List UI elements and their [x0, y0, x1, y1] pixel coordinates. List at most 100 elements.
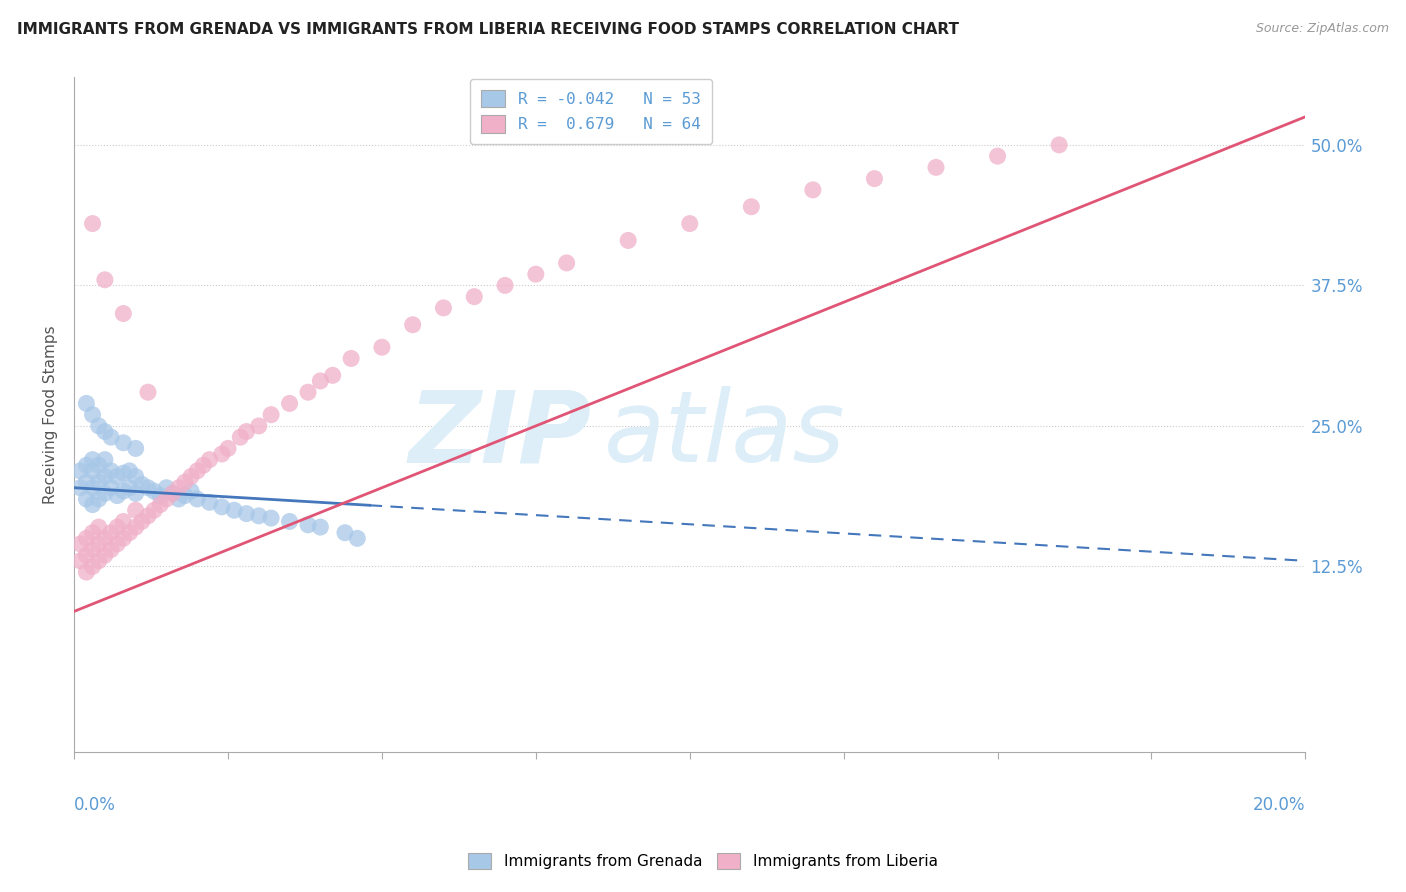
Point	[149, 498, 172, 512]
Point	[801, 183, 824, 197]
Text: atlas: atlas	[603, 386, 845, 483]
Y-axis label: Receiving Food Stamps: Receiving Food Stamps	[44, 326, 58, 504]
Point	[112, 306, 135, 320]
Point	[260, 408, 283, 422]
Point	[180, 484, 202, 499]
Point	[105, 520, 128, 534]
Legend: R = -0.042   N = 53, R =  0.679   N = 64: R = -0.042 N = 53, R = 0.679 N = 64	[470, 78, 713, 144]
Point	[75, 548, 97, 562]
Point	[112, 515, 135, 529]
Point	[94, 486, 117, 500]
Point	[235, 425, 257, 439]
Point	[124, 442, 146, 456]
Point	[162, 486, 184, 500]
Point	[346, 532, 368, 546]
Point	[925, 161, 948, 175]
Point	[463, 290, 485, 304]
Point	[309, 374, 332, 388]
Point	[193, 458, 215, 473]
Point	[118, 525, 141, 540]
Point	[309, 520, 332, 534]
Point	[224, 503, 246, 517]
Point	[136, 508, 159, 523]
Point	[82, 525, 104, 540]
Point	[75, 491, 97, 506]
Point	[198, 495, 221, 509]
Point	[69, 537, 91, 551]
Point	[87, 475, 110, 489]
Point	[143, 484, 166, 499]
Point	[217, 442, 239, 456]
Point	[432, 301, 454, 315]
Point	[340, 351, 363, 366]
Point	[94, 532, 117, 546]
Legend: Immigrants from Grenada, Immigrants from Liberia: Immigrants from Grenada, Immigrants from…	[463, 847, 943, 875]
Point	[143, 503, 166, 517]
Point	[260, 511, 283, 525]
Point	[75, 532, 97, 546]
Point	[100, 481, 122, 495]
Point	[555, 256, 578, 270]
Point	[87, 520, 110, 534]
Point	[94, 548, 117, 562]
Point	[87, 418, 110, 433]
Point	[186, 464, 208, 478]
Point	[105, 489, 128, 503]
Point	[174, 475, 197, 489]
Text: 0.0%: 0.0%	[75, 796, 115, 814]
Point	[131, 477, 153, 491]
Point	[494, 278, 516, 293]
Point	[131, 515, 153, 529]
Text: 20.0%: 20.0%	[1253, 796, 1305, 814]
Point	[198, 452, 221, 467]
Point	[118, 464, 141, 478]
Point	[235, 507, 257, 521]
Point	[100, 542, 122, 557]
Point	[180, 469, 202, 483]
Text: ZIP: ZIP	[408, 386, 592, 483]
Point	[118, 481, 141, 495]
Point	[105, 537, 128, 551]
Point	[112, 466, 135, 480]
Point	[69, 464, 91, 478]
Point	[94, 273, 117, 287]
Point	[69, 554, 91, 568]
Point	[75, 475, 97, 489]
Point	[112, 532, 135, 546]
Point	[863, 171, 886, 186]
Point	[155, 491, 177, 506]
Point	[105, 469, 128, 483]
Point	[82, 464, 104, 478]
Point	[155, 481, 177, 495]
Point	[94, 452, 117, 467]
Point	[162, 486, 184, 500]
Point	[149, 489, 172, 503]
Point	[100, 525, 122, 540]
Point	[82, 559, 104, 574]
Point	[679, 217, 702, 231]
Point	[322, 368, 344, 383]
Point	[82, 498, 104, 512]
Point	[112, 435, 135, 450]
Point	[94, 469, 117, 483]
Point	[69, 481, 91, 495]
Point	[82, 481, 104, 495]
Text: IMMIGRANTS FROM GRENADA VS IMMIGRANTS FROM LIBERIA RECEIVING FOOD STAMPS CORRELA: IMMIGRANTS FROM GRENADA VS IMMIGRANTS FR…	[17, 22, 959, 37]
Point	[75, 565, 97, 579]
Point	[211, 447, 233, 461]
Point	[278, 396, 301, 410]
Point	[740, 200, 762, 214]
Point	[94, 425, 117, 439]
Point	[297, 385, 319, 400]
Point	[211, 500, 233, 514]
Point	[87, 491, 110, 506]
Point	[82, 452, 104, 467]
Point	[247, 418, 270, 433]
Point	[247, 508, 270, 523]
Point	[174, 489, 197, 503]
Point	[1047, 137, 1070, 152]
Point	[229, 430, 252, 444]
Point	[87, 458, 110, 473]
Point	[124, 486, 146, 500]
Point	[124, 520, 146, 534]
